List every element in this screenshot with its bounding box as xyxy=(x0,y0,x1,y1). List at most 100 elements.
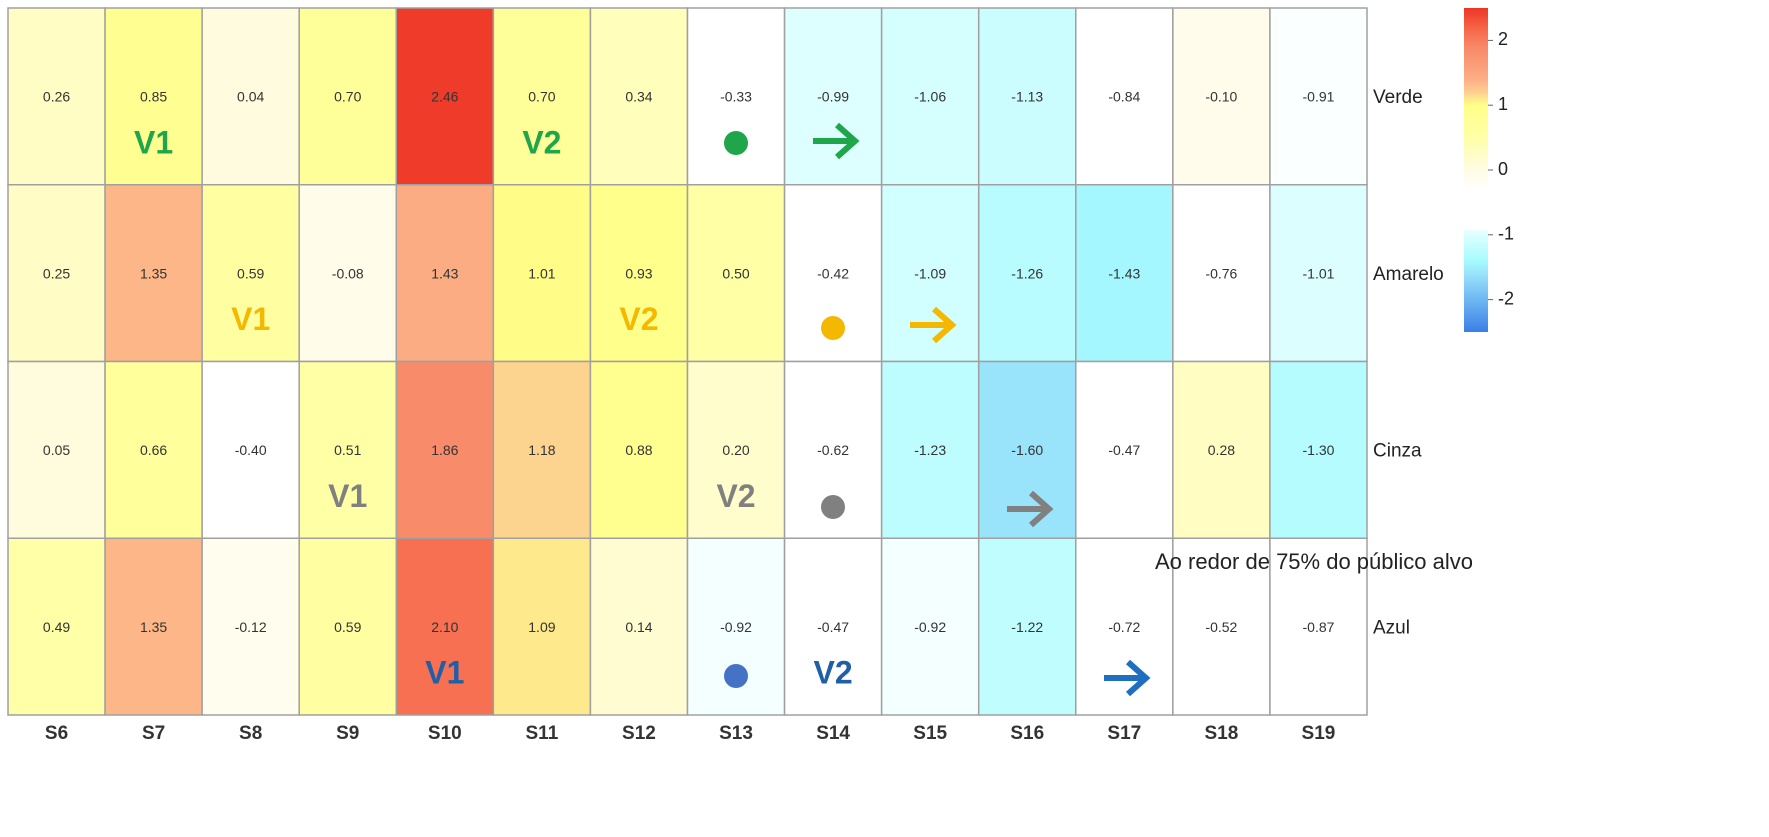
column-label: S15 xyxy=(913,723,947,744)
cell xyxy=(7,360,106,539)
row-label: Azul xyxy=(1373,617,1410,638)
dot xyxy=(821,495,845,519)
value-label: -1.60 xyxy=(1011,442,1043,458)
cell xyxy=(395,184,495,363)
colorbar-tick-label: 1 xyxy=(1498,94,1508,114)
value-label: -0.92 xyxy=(720,619,752,635)
value-label: -0.52 xyxy=(1205,619,1237,635)
annotation: V1 xyxy=(231,301,270,337)
value-label: 0.20 xyxy=(722,442,749,458)
value-label: 0.70 xyxy=(334,89,361,105)
value-label: -0.12 xyxy=(235,619,267,635)
cell xyxy=(686,360,786,539)
cell xyxy=(880,7,980,186)
cell xyxy=(7,537,106,716)
value-label: -0.99 xyxy=(817,89,849,105)
row-label: Cinza xyxy=(1373,441,1422,462)
cell xyxy=(492,7,592,186)
value-label: 0.04 xyxy=(237,89,264,105)
column-label: S19 xyxy=(1302,723,1336,744)
colorbar-tick-label: 0 xyxy=(1498,159,1508,179)
value-label: -1.30 xyxy=(1303,442,1335,458)
column-label: S7 xyxy=(142,723,165,744)
cell xyxy=(589,537,689,716)
cell xyxy=(1269,537,1368,716)
cell xyxy=(1269,184,1368,363)
value-label: -0.33 xyxy=(720,89,752,105)
cell xyxy=(298,537,398,716)
colorbar-tick-label: -1 xyxy=(1498,224,1514,244)
value-label: 0.66 xyxy=(140,442,167,458)
annotation: V2 xyxy=(522,124,561,160)
dot xyxy=(821,316,845,340)
cell xyxy=(1075,360,1174,539)
value-label: 0.34 xyxy=(625,89,652,105)
cell xyxy=(201,184,300,363)
value-label: -1.01 xyxy=(1303,265,1335,281)
column-label: S10 xyxy=(428,723,462,744)
cell xyxy=(1075,537,1174,716)
row-label: Amarelo xyxy=(1373,264,1444,285)
cell xyxy=(686,184,786,363)
value-label: 0.26 xyxy=(43,89,70,105)
value-label: -1.22 xyxy=(1011,619,1043,635)
cell xyxy=(104,184,203,363)
dot xyxy=(724,664,748,688)
cell xyxy=(686,7,786,186)
cell xyxy=(1172,184,1271,363)
colorbar-tick-label: 2 xyxy=(1498,29,1508,49)
row-label: Verde xyxy=(1373,87,1423,108)
cell xyxy=(880,360,980,539)
cell xyxy=(201,537,300,716)
value-label: -0.40 xyxy=(235,442,267,458)
value-label: -0.84 xyxy=(1108,89,1140,105)
column-label: S13 xyxy=(719,723,753,744)
cell xyxy=(298,7,398,186)
value-label: 1.43 xyxy=(431,265,458,281)
annotation: V2 xyxy=(619,301,658,337)
cell xyxy=(201,360,300,539)
value-label: -0.72 xyxy=(1108,619,1140,635)
cell xyxy=(1172,7,1271,186)
cell xyxy=(395,7,495,186)
column-label: S8 xyxy=(239,723,262,744)
value-label: -0.47 xyxy=(817,619,849,635)
colorbar xyxy=(1464,8,1488,332)
arrow xyxy=(1007,490,1054,528)
value-label: -1.23 xyxy=(914,442,946,458)
arrow xyxy=(813,122,860,160)
cell xyxy=(1172,537,1271,716)
cell xyxy=(7,7,106,186)
value-label: -0.87 xyxy=(1303,619,1335,635)
value-label: 0.25 xyxy=(43,265,70,281)
cell xyxy=(977,537,1077,716)
value-label: 0.88 xyxy=(625,442,652,458)
value-label: 0.59 xyxy=(237,265,264,281)
value-label: 0.05 xyxy=(43,442,70,458)
annotation: V2 xyxy=(716,478,755,514)
value-label: -1.43 xyxy=(1108,265,1140,281)
annotation: V2 xyxy=(814,655,853,691)
value-label: -0.47 xyxy=(1108,442,1140,458)
value-label: 1.35 xyxy=(140,619,167,635)
value-label: -0.08 xyxy=(332,265,364,281)
column-label: S11 xyxy=(526,723,559,744)
cell xyxy=(492,537,592,716)
column-label: S18 xyxy=(1204,723,1238,744)
cell xyxy=(1075,7,1174,186)
dot xyxy=(724,131,748,155)
cell xyxy=(201,7,300,186)
column-label: S16 xyxy=(1010,723,1044,744)
annotation: V1 xyxy=(425,655,464,691)
value-label: -0.92 xyxy=(914,619,946,635)
column-label: S17 xyxy=(1107,723,1141,744)
value-label: -0.91 xyxy=(1303,89,1335,105)
cells xyxy=(7,7,1368,716)
cell xyxy=(1269,7,1368,186)
cell xyxy=(589,360,689,539)
value-label: 1.86 xyxy=(431,442,458,458)
note: Ao redor de 75% do público alvo xyxy=(1155,549,1473,574)
arrow xyxy=(1104,659,1151,697)
value-label: 2.46 xyxy=(431,89,458,105)
